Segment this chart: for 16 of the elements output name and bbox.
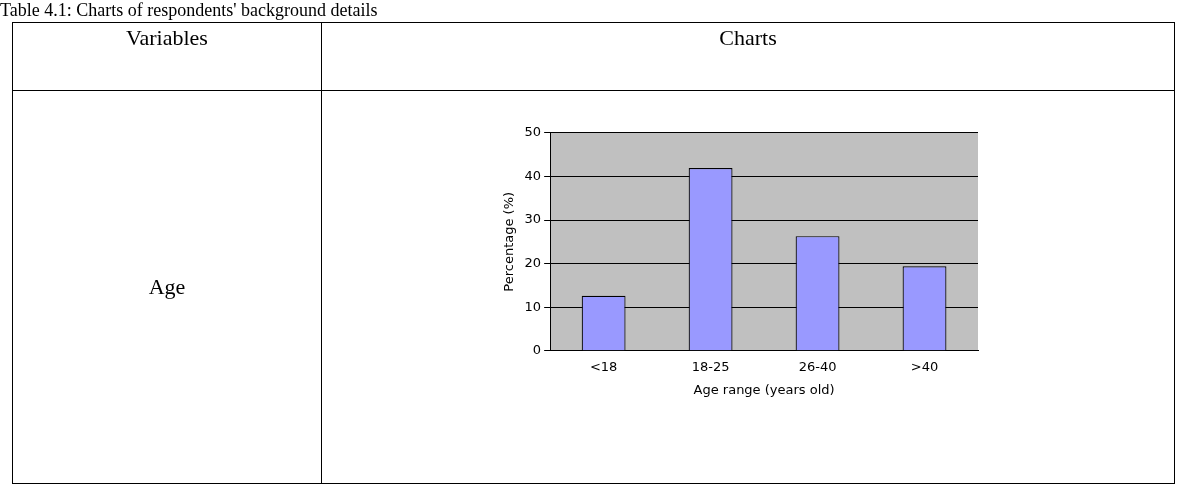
y-tick-label: 10 (524, 298, 542, 314)
text: Variables (12, 22, 322, 91)
y-tick-label: 40 (524, 167, 542, 183)
y-tick-label: 30 (524, 211, 542, 227)
x-tick-label: <18 (589, 358, 618, 374)
text: Table 4.1: Charts of respondents' background details (0, 0, 378, 20)
text: Charts (321, 22, 1175, 91)
y-tick-label: 0 (532, 342, 542, 358)
x-tick-label: 26-40 (798, 358, 837, 374)
y-tick-label: 50 (524, 124, 542, 140)
x-axis-title: Age range (years old) (693, 381, 835, 397)
y-axis-title: Percentage (%) (501, 191, 517, 292)
text: Age (12, 90, 322, 484)
y-tick-label: 20 (524, 254, 542, 270)
x-tick-label: >40 (910, 358, 939, 374)
x-tick-label: 18-25 (691, 358, 730, 374)
